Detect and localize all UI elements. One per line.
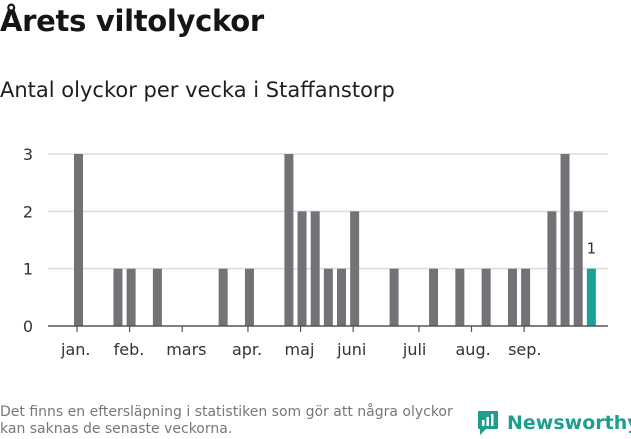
x-tick-label: sep. — [508, 340, 541, 359]
bar-chart: 0 1 2 3 1 jan. feb. mars apr. maj juni juli aug. sep. — [23, 145, 608, 359]
chart-title: Årets viltolyckor — [0, 4, 264, 38]
bar — [126, 268, 136, 326]
bar — [337, 268, 346, 326]
x-tick-label: juli — [402, 340, 426, 359]
bar — [521, 268, 531, 326]
footnote: Det finns en eftersläpning i statistiken… — [0, 404, 453, 437]
x-tick-label: maj — [285, 340, 315, 359]
chart-subtitle: Antal olyckor per vecka i Staffanstorp — [0, 78, 395, 102]
y-tick-label: 2 — [23, 202, 33, 221]
brand-name: Newsworthy — [507, 412, 631, 434]
bar — [350, 211, 360, 326]
bar — [152, 268, 162, 326]
x-tick-label: jan. — [60, 340, 90, 359]
x-tick-label: mars — [166, 340, 206, 359]
bar — [297, 211, 307, 326]
x-tick-label: juni — [336, 340, 366, 359]
bar-highlight — [586, 268, 596, 326]
bar — [389, 268, 399, 326]
bar — [323, 268, 333, 326]
bar — [310, 211, 320, 326]
bar — [507, 268, 517, 326]
bar — [244, 268, 254, 326]
bar — [74, 154, 83, 326]
bar — [560, 154, 570, 326]
newsworthy-logo-icon — [478, 411, 498, 435]
bar — [455, 268, 465, 326]
bar — [429, 268, 439, 326]
bar — [218, 268, 228, 326]
bar — [547, 211, 557, 326]
x-tick-label: aug. — [456, 340, 491, 359]
bar-data-label: 1 — [587, 240, 597, 258]
bar — [284, 154, 294, 326]
y-tick-label: 1 — [23, 260, 33, 279]
brand-logo[interactable]: Newsworthy — [476, 408, 631, 438]
x-tick-label: feb. — [114, 340, 145, 359]
y-tick-label: 0 — [23, 317, 33, 336]
bar — [481, 268, 491, 326]
bar — [113, 268, 123, 326]
y-tick-label: 3 — [23, 145, 33, 164]
x-tick-label: apr. — [232, 340, 262, 359]
bar — [573, 211, 583, 326]
